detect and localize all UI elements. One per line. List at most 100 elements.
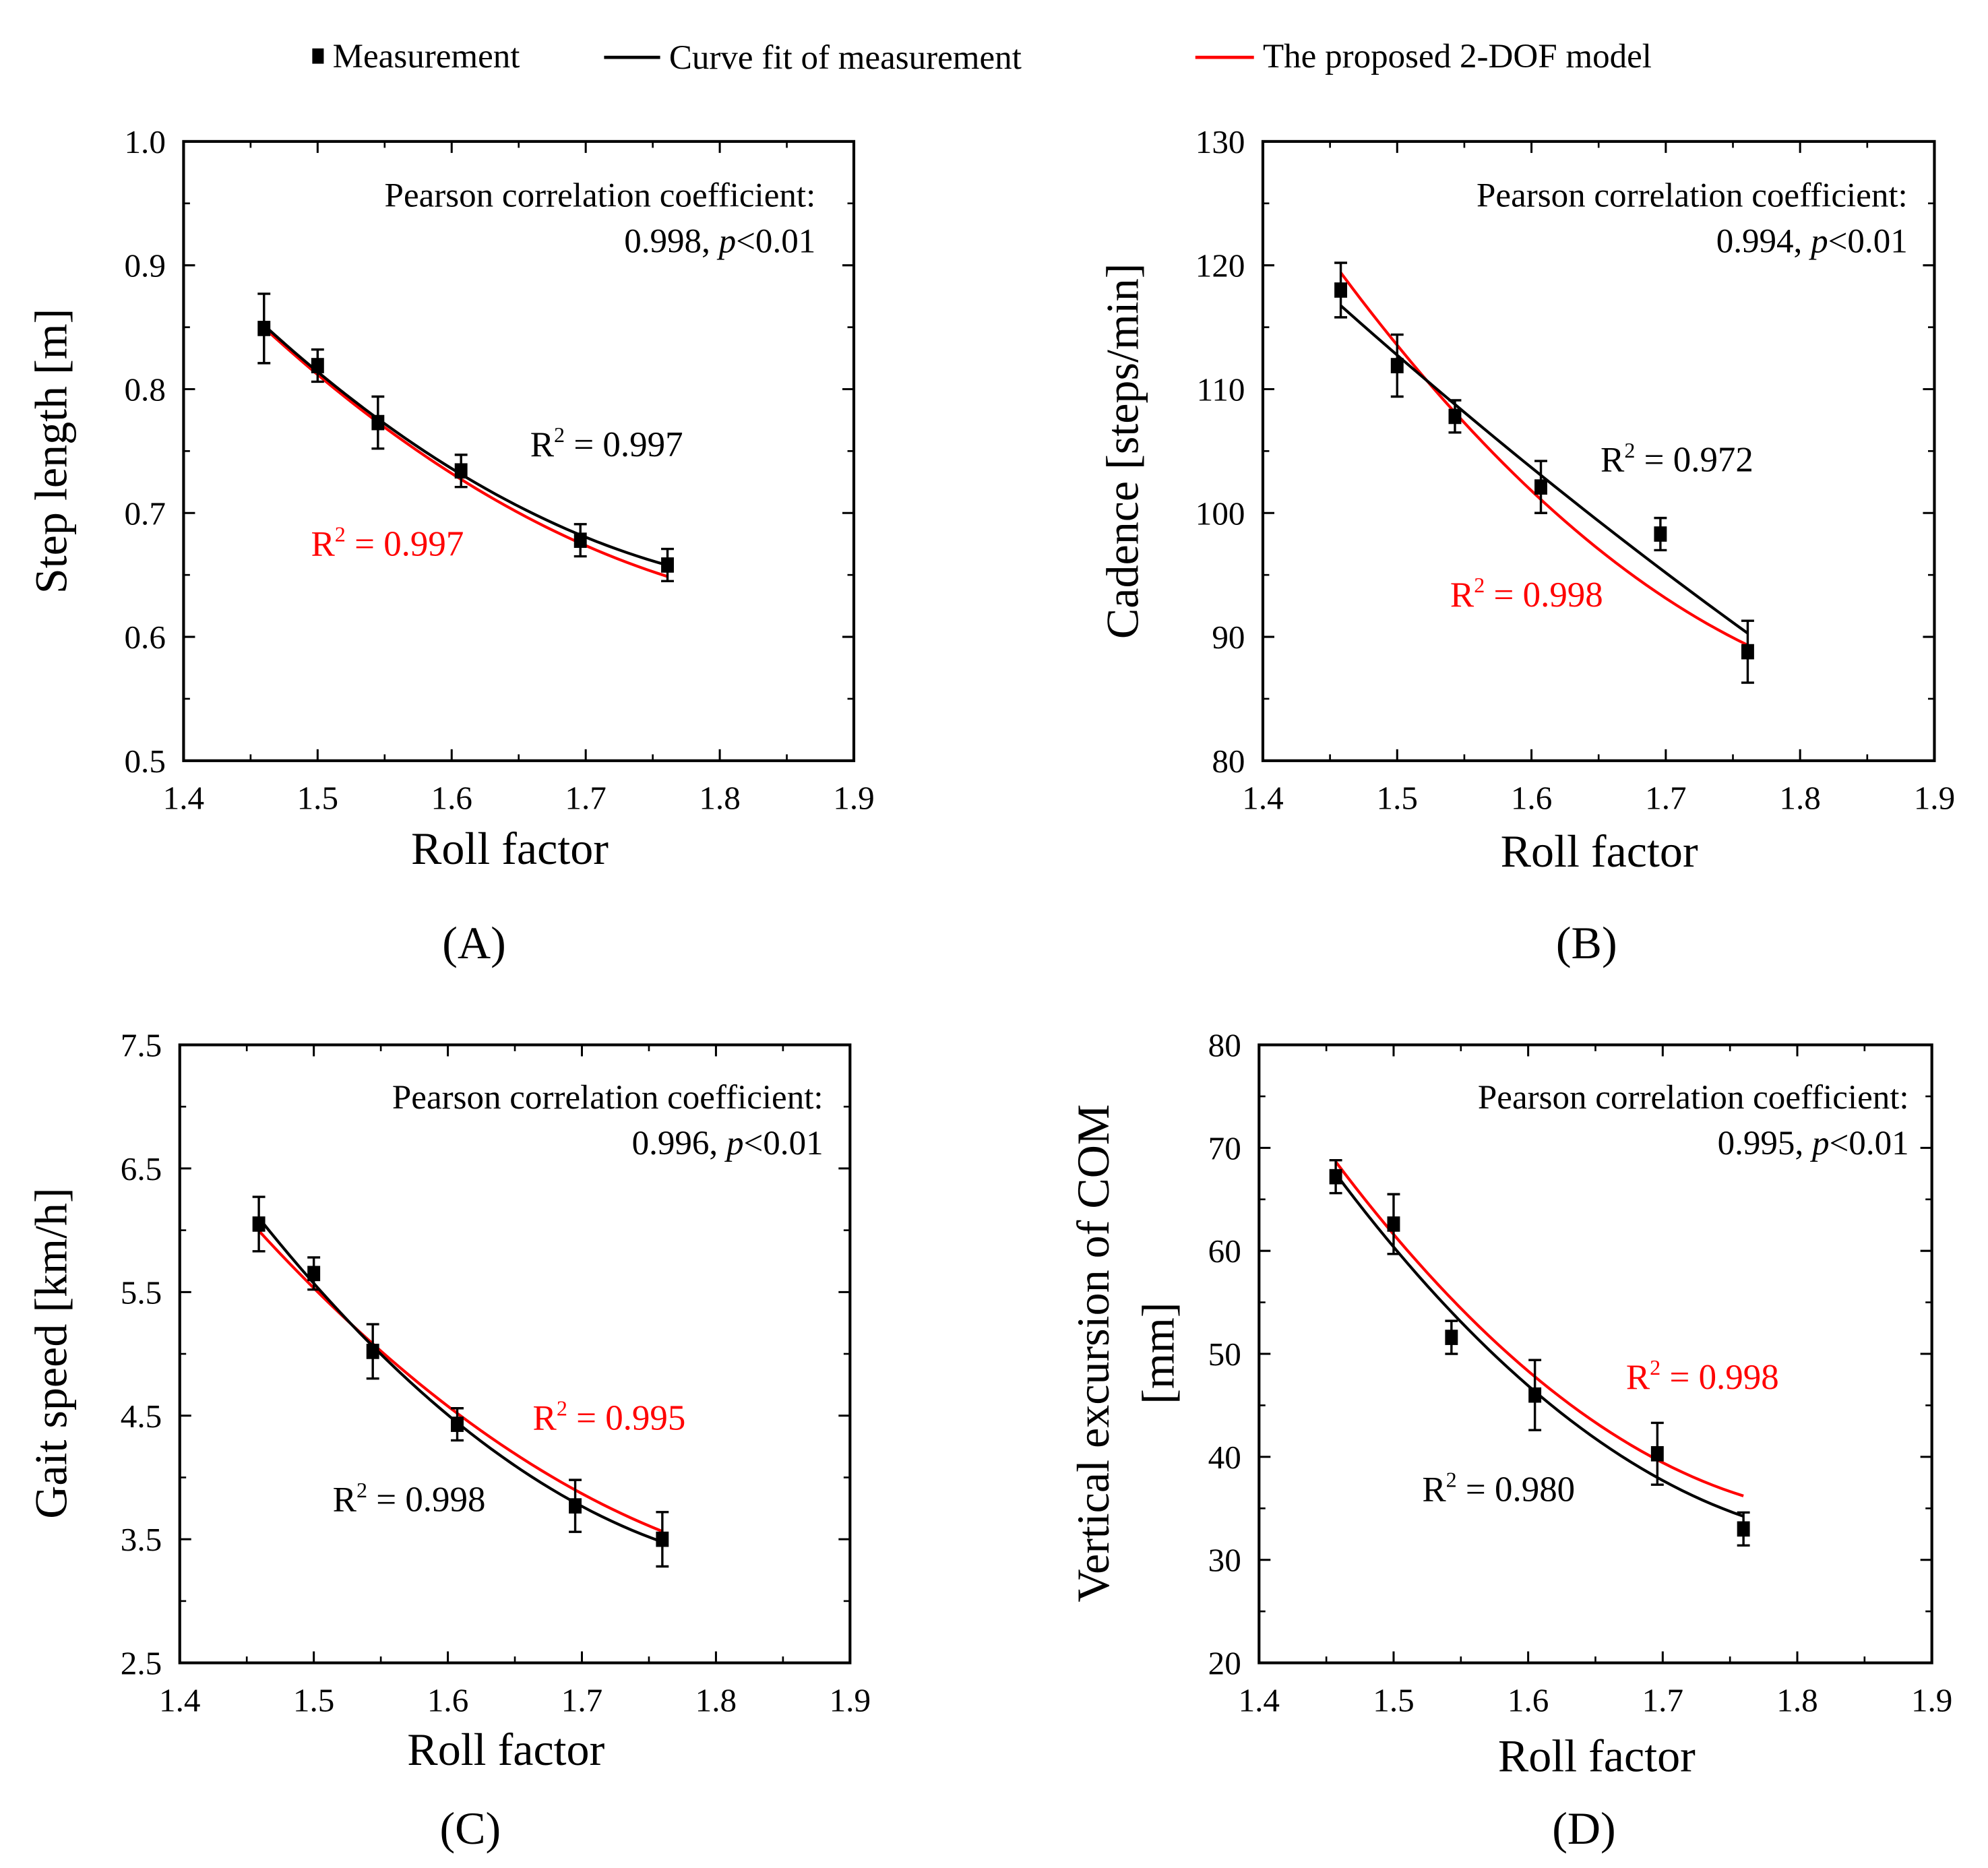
measurement-marker (1334, 282, 1348, 298)
superscript: 2 (1446, 1468, 1457, 1492)
panel-label: (D) (1552, 1803, 1615, 1854)
y-tick-label: 0.6 (124, 619, 165, 656)
model-curve (263, 326, 669, 578)
measurement-marker (1390, 358, 1404, 373)
model-curve (1339, 272, 1749, 647)
x-tick-label: 1.5 (1377, 780, 1418, 817)
x-tick-label: 1.9 (833, 780, 874, 817)
measurement-marker (1737, 1521, 1750, 1537)
measurement-point (1448, 399, 1462, 434)
p-symbol: p (717, 222, 737, 260)
measurement-point (1741, 619, 1754, 684)
legend-measurement-label: Measurement (333, 38, 520, 75)
chart-panel-c: 1.4 1.5 1.6 1.7 1.8 1.9 2.5 3.5 4.5 5.5 6.5 7.5 Roll… (25, 1027, 871, 1855)
y-axis-label: Gait speed [km/h] (25, 1187, 76, 1518)
r2-value: = 0.997 (346, 524, 464, 563)
measurement-point (1329, 1158, 1342, 1195)
p-value: <0.01 (736, 222, 815, 260)
y-axis-label: Step length [m] (25, 309, 76, 594)
x-tick-label: 1.4 (1242, 780, 1283, 817)
x-tick-label: 1.4 (163, 780, 204, 817)
measurement-marker (257, 321, 271, 336)
p-symbol: p (724, 1125, 744, 1162)
y-tick-label: 6.5 (121, 1150, 162, 1187)
p-symbol: p (1810, 1125, 1830, 1162)
x-tick-label: 1.7 (565, 780, 606, 817)
measurement-marker (1387, 1216, 1400, 1232)
superscript: 2 (554, 423, 565, 447)
y-axis-label: Cadence [steps/min] (1097, 263, 1148, 640)
p-value: <0.01 (1828, 222, 1908, 260)
measurement-point (656, 1511, 669, 1568)
x-tick-label: 1.9 (1914, 780, 1955, 817)
x-tick-label: 1.6 (431, 780, 472, 817)
superscript: 2 (1474, 573, 1485, 597)
y-tick-label: 4.5 (121, 1398, 162, 1435)
pearson-label: Pearson correlation coefficient: (1477, 177, 1908, 214)
x-axis-label: Roll factor (407, 1724, 604, 1775)
measurement-marker (252, 1216, 266, 1232)
x-tick-label: 1.6 (1508, 1681, 1549, 1718)
superscript: 2 (335, 522, 346, 547)
x-tick-label: 1.8 (695, 1681, 737, 1718)
panel-label: (C) (439, 1803, 501, 1854)
panel-label: (A) (442, 917, 505, 968)
y-tick-label: 0.9 (124, 247, 165, 284)
pearson-value: 0.998, p<0.01 (624, 222, 815, 260)
y-tick-label: 0.7 (124, 495, 165, 532)
r2-model-label: R2 = 0.998 (1626, 1355, 1779, 1397)
measurement-point (1650, 1421, 1664, 1486)
x-tick-label: 1.9 (1911, 1681, 1952, 1718)
measurement-marker (573, 532, 587, 549)
superscript: 2 (1624, 438, 1635, 462)
y-tick-label: 0.5 (124, 743, 165, 780)
r2-model-label: R2 = 0.997 (311, 522, 464, 564)
legend-curve-fit-label: Curve fit of measurement (669, 39, 1022, 77)
model-curve (257, 1230, 663, 1533)
r2-curve-fit-label: R2 = 0.972 (1601, 438, 1753, 480)
measurement-point (1654, 516, 1667, 552)
measurement-marker (311, 358, 324, 373)
legend: Measurement Curve fit of measurement The… (312, 38, 1652, 77)
y-tick-label: 5.5 (121, 1274, 162, 1311)
x-tick-label: 1.7 (1642, 1681, 1683, 1718)
measurement-point (1737, 1511, 1750, 1547)
measurement-marker (1528, 1387, 1542, 1403)
chart-panel-b: 1.4 1.5 1.6 1.7 1.8 1.9 80 90 100 110 120 130 Roll f… (1097, 123, 1956, 968)
y-tick-label: 100 (1195, 495, 1245, 532)
r-symbol: R (1450, 575, 1474, 615)
y-tick-label: 0.8 (124, 371, 165, 408)
measurement-marker (1448, 408, 1462, 425)
r-symbol: R (533, 1399, 557, 1438)
measurement-point (661, 547, 674, 583)
y-tick-label: 110 (1197, 371, 1245, 408)
y-tick-label: 120 (1195, 247, 1245, 284)
legend-model-label: The proposed 2-DOF model (1263, 38, 1652, 75)
y-tick-label: 20 (1208, 1645, 1241, 1682)
pearson-label: Pearson correlation coefficient: (1478, 1079, 1909, 1117)
measurement-point (1387, 1193, 1400, 1255)
r2-value: = 0.980 (1457, 1470, 1575, 1509)
x-tick-label: 1.7 (1645, 780, 1686, 817)
measurement-marker (1741, 644, 1754, 660)
measurement-marker (656, 1531, 669, 1547)
measurement-point (307, 1256, 321, 1291)
measurement-point (366, 1323, 379, 1380)
x-tick-label: 1.8 (699, 780, 740, 817)
measurement-point (1445, 1319, 1458, 1355)
y-tick-label: 3.5 (121, 1521, 162, 1558)
r-symbol: R (1601, 441, 1625, 480)
x-axis-label: Roll factor (411, 823, 609, 874)
x-tick-label: 1.4 (1239, 1681, 1280, 1718)
p-symbol: p (1809, 222, 1828, 260)
x-tick-label: 1.5 (1373, 1681, 1414, 1718)
legend-measurement-marker (312, 48, 324, 64)
measurement-marker (1329, 1169, 1342, 1185)
r2-curve-fit-label: R2 = 0.997 (530, 423, 683, 464)
y-tick-label: 80 (1212, 743, 1245, 780)
y-axis-label: Vertical excursion of COM (1067, 1104, 1119, 1602)
r2-curve-fit-label: R2 = 0.998 (333, 1478, 486, 1520)
measurement-marker (1654, 526, 1667, 542)
superscript: 2 (356, 1478, 367, 1502)
r-symbol: R (333, 1481, 357, 1520)
